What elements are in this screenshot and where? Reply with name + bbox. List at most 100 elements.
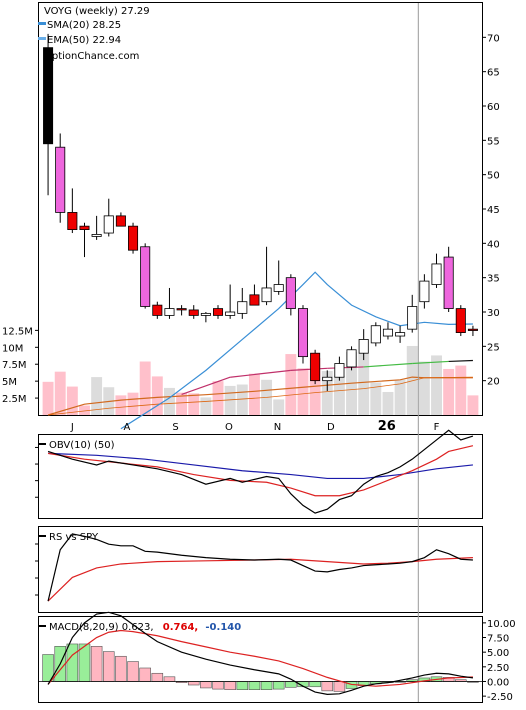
candle-body [188, 309, 199, 316]
macd-histogram-bar [115, 655, 127, 682]
macd-tick-label: 0.00 [487, 677, 509, 688]
candle-body [140, 246, 151, 307]
price-tick-label: 55 [487, 136, 500, 147]
macd-histogram-bar [248, 681, 261, 690]
candle-body [67, 212, 78, 231]
obv-signal-line [47, 445, 474, 497]
ema50-segment [448, 359, 473, 363]
obv-layer [35, 429, 474, 514]
macd-label: MACD(8,20,9) [49, 622, 119, 633]
volume-bar [139, 361, 151, 415]
volume-bar [91, 377, 103, 415]
volume-bar [212, 381, 224, 415]
volume-bar [455, 365, 467, 415]
volume-tick-label: 10M [2, 343, 23, 354]
macd-histogram-bar [200, 681, 212, 689]
candle-body [176, 308, 187, 311]
legend-sma: SMA(20) 28.25 [47, 20, 121, 31]
price-tick-label: 60 [487, 102, 500, 113]
volume-bar [394, 379, 406, 415]
candle-body [152, 304, 163, 316]
macd-tick-label: 10.00 [487, 619, 516, 630]
rs-legend: RS vs SPY [38, 532, 99, 543]
candle-body [225, 311, 236, 316]
candle-body [382, 328, 393, 337]
volume-layer [42, 345, 479, 416]
candle-body [443, 256, 454, 309]
macd-histogram-bar [224, 681, 236, 690]
candle-body [128, 225, 139, 251]
volume-bar [79, 405, 90, 415]
sma-swatch [38, 22, 46, 25]
x-tick-label: N [274, 422, 281, 433]
obv-panel-frame [38, 434, 483, 519]
volume-bar [151, 376, 163, 415]
volume-bar [285, 354, 297, 415]
volume-bar [333, 375, 345, 415]
candle-body [467, 328, 478, 331]
price-tick-label: 25 [487, 342, 500, 353]
macd-histogram-bar [90, 646, 103, 682]
candle-body [419, 280, 430, 303]
price-legend: VOYG (weekly) 27.29 SMA(20) 28.25 EMA(50… [38, 6, 150, 62]
macd-tick-label: 5.00 [487, 648, 509, 659]
ema50-segment [327, 366, 364, 369]
volume-bar [115, 395, 127, 415]
legend-ema: EMA(50) 22.94 [47, 35, 121, 46]
macd-layer: 10.00 7.50 5.00 2.50 0.00 -2.50 [39, 611, 516, 703]
candle-body [431, 263, 442, 285]
candle-body [455, 308, 466, 334]
rs-layer [35, 533, 473, 602]
ema50-segment [181, 376, 231, 395]
ticker: VOYG [44, 6, 72, 17]
volume-bar [467, 395, 479, 415]
volume-bar [273, 399, 285, 415]
source-label: OptionChance.com [44, 51, 139, 62]
ema-swatch [38, 37, 46, 40]
candle-body [261, 287, 272, 303]
macd-histogram-bar [163, 676, 176, 682]
macd-swatch [38, 625, 46, 627]
volume-bar [236, 384, 248, 415]
candle-body [358, 339, 369, 354]
ema-label: EMA(50) [47, 35, 89, 46]
macd-signal-value: 0.764, [163, 622, 198, 633]
sma-label: SMA(20) [47, 20, 89, 31]
macd-tick-label: 7.50 [487, 634, 509, 645]
macd-value: 0.623, [122, 622, 154, 633]
price-tick-label: 20 [487, 377, 500, 388]
macd-histogram-bar [151, 672, 164, 682]
candle-body [249, 294, 260, 306]
macd-tick-label: 2.50 [487, 663, 509, 674]
ema50-segment [290, 367, 328, 371]
price-tick-label: 70 [487, 33, 500, 44]
price-tick-label: 35 [487, 274, 500, 285]
volume-bar [188, 393, 200, 415]
x-tick-label: 26 [378, 419, 396, 434]
candles-layer [43, 33, 478, 391]
candle-body [103, 215, 114, 234]
x-tick-label: A [124, 422, 131, 433]
volume-bar [176, 392, 188, 415]
x-tick-label: D [327, 422, 335, 433]
candle-body [237, 301, 248, 314]
volume-bar [42, 381, 54, 415]
ema50-segment [363, 362, 413, 368]
candle-body [200, 312, 211, 316]
obv-slow-line [48, 452, 473, 480]
legend-title: VOYG (weekly) 27.29 [44, 6, 150, 17]
macd-histogram-bar [187, 681, 200, 686]
volume-bar [200, 397, 212, 415]
sma-value: 28.25 [93, 20, 122, 31]
volume-bar [297, 368, 309, 415]
macd-panel-frame [38, 616, 483, 703]
rs-panel-frame [38, 526, 483, 613]
ema50-segment [412, 360, 449, 365]
volume-ma-line [47, 376, 473, 416]
volume-bar [418, 361, 430, 415]
candle-body [322, 376, 333, 382]
price-tick-label: 30 [487, 308, 500, 319]
candle-body [79, 225, 90, 231]
interval: (weekly) [75, 6, 118, 17]
volume-bar [163, 387, 175, 415]
